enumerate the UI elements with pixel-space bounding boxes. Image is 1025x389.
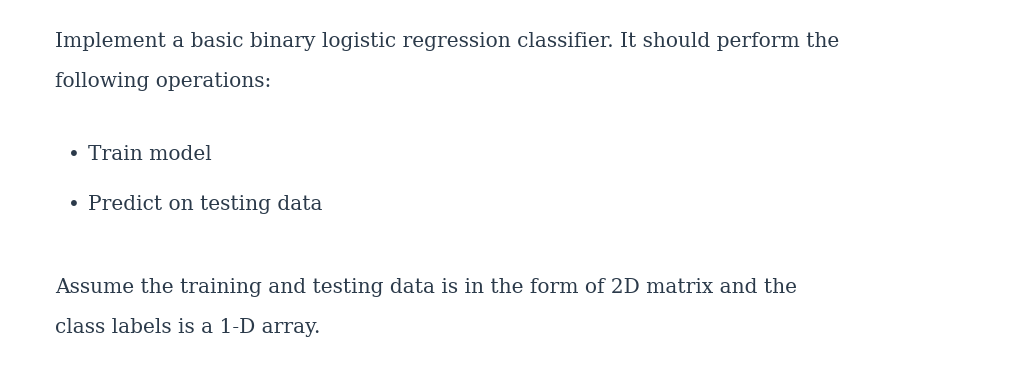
Text: •: • [68,145,80,164]
Text: following operations:: following operations: [55,72,272,91]
Text: •: • [68,195,80,214]
Text: class labels is a 1-D array.: class labels is a 1-D array. [55,318,321,337]
Text: Predict on testing data: Predict on testing data [88,195,323,214]
Text: Assume the training and testing data is in the form of 2D matrix and the: Assume the training and testing data is … [55,278,797,297]
Text: Implement a basic binary logistic regression classifier. It should perform the: Implement a basic binary logistic regres… [55,32,839,51]
Text: Train model: Train model [88,145,212,164]
